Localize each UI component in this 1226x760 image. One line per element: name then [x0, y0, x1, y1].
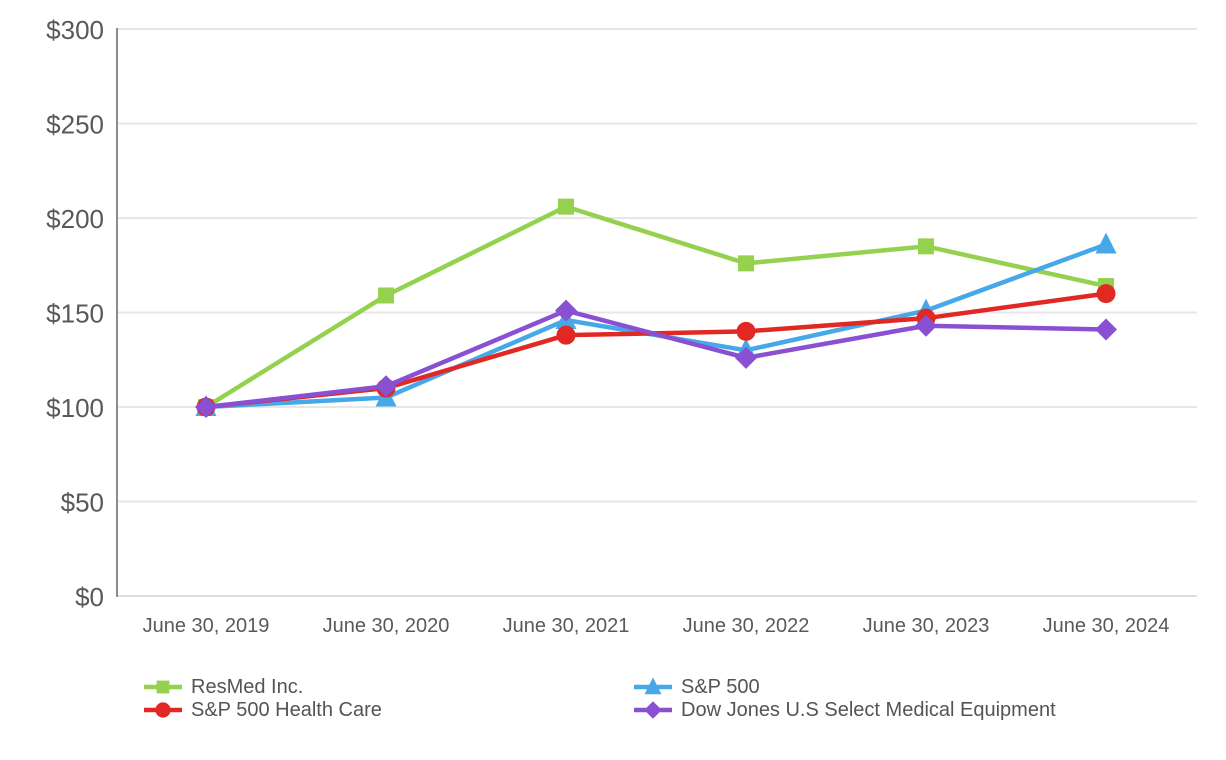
y-tick-label: $200 [46, 204, 104, 234]
diamond-marker-icon [915, 314, 937, 337]
triangle-marker-icon [1095, 232, 1117, 254]
circle-marker-icon [1096, 284, 1116, 304]
y-tick-label: $100 [46, 393, 104, 423]
diamond-marker-icon [555, 299, 577, 322]
y-tick-label: $250 [46, 110, 104, 140]
triangle-legend-marker-icon [634, 677, 672, 695]
series-line [203, 308, 1109, 410]
y-tick-label: $150 [46, 299, 104, 329]
y-tick-label: $0 [75, 582, 104, 612]
diamond-marker-icon [195, 396, 217, 418]
legend-item-s-p-500-health-care: S&P 500 Health Care [143, 699, 633, 721]
diamond-marker-icon [1095, 318, 1117, 341]
diamond-marker-icon [735, 346, 757, 369]
diamond-legend-marker-icon [634, 701, 672, 719]
y-tick-label: $300 [46, 15, 104, 45]
x-tick-label: June 30, 2021 [503, 615, 630, 637]
square-marker-icon [918, 238, 934, 255]
square-marker-icon [378, 287, 394, 304]
legend-label: Dow Jones U.S Select Medical Equipment [681, 699, 1056, 721]
circle-legend-marker-icon [144, 702, 182, 718]
diamond-marker-icon [375, 375, 397, 398]
series-line [203, 204, 1109, 410]
legend-label: S&P 500 [681, 676, 760, 698]
square-legend-marker-icon [144, 680, 182, 694]
x-tick-label: June 30, 2019 [143, 615, 270, 637]
x-tick-label: June 30, 2023 [863, 615, 990, 637]
series-resmed-inc [198, 198, 1114, 415]
square-marker-icon [156, 680, 170, 694]
circle-marker-icon [736, 321, 756, 341]
triangle-marker-icon [644, 677, 662, 695]
square-marker-icon [738, 255, 754, 272]
legend-label: S&P 500 Health Care [191, 699, 382, 721]
circle-marker-icon [155, 702, 171, 718]
legend-item-resmed-inc: ResMed Inc. [143, 676, 633, 698]
x-tick-label: June 30, 2024 [1043, 615, 1170, 637]
diamond-marker-icon [644, 701, 662, 719]
circle-marker-icon [556, 325, 576, 345]
x-tick-label: June 30, 2022 [683, 615, 810, 637]
series-dow-jones-u-s-select-medical-equipment [195, 299, 1117, 418]
legend-item-dow-jones-u-s-select-medical-equipment: Dow Jones U.S Select Medical Equipment [633, 699, 1056, 721]
y-tick-label: $50 [61, 488, 104, 518]
legend-item-s-p-500: S&P 500 [633, 676, 1056, 698]
square-marker-icon [558, 198, 574, 215]
line-chart-canvas: $0 $50 $100 $150 $200 $250 $300 June 30, 2019 Ju… [46, 15, 1197, 637]
series-s-p-500-health-care [196, 284, 1116, 417]
x-tick-label: June 30, 2020 [323, 615, 450, 637]
legend-label: ResMed Inc. [191, 676, 304, 698]
chart-legend: ResMed Inc. S&P 500 S&P 500 Health Care Dow… [143, 676, 1056, 721]
